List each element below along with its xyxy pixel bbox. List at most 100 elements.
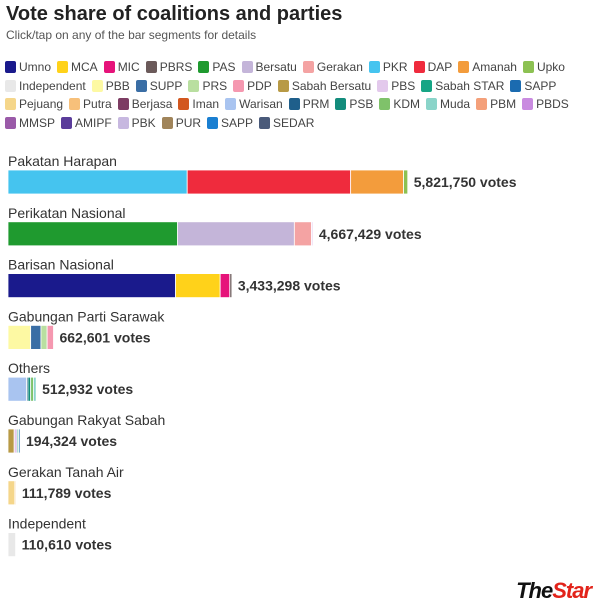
legend-label: PKR (382, 60, 408, 74)
category-label: Others (8, 360, 50, 376)
bar-segment-pdp[interactable] (46, 324, 54, 350)
legend-swatch (161, 116, 173, 129)
legend-swatch (335, 98, 347, 110)
legend-item: MIC (103, 58, 140, 77)
total-votes-label: 110,610 votes (22, 537, 113, 553)
legend-label: Umno (19, 60, 52, 74)
legend-item: Sabah STAR (421, 77, 504, 96)
total-votes-label: 662,601 votes (59, 329, 150, 345)
bar-segment-mic[interactable] (219, 273, 231, 299)
bar-segment-supp[interactable] (30, 324, 42, 350)
legend-item: PDP (233, 77, 272, 96)
legend-label: Gerakan (316, 60, 363, 74)
legend-swatch (57, 61, 69, 73)
legend-swatch (91, 79, 103, 92)
legend-swatch (5, 98, 16, 110)
legend-label: DAP (427, 60, 453, 74)
legend-label: Iman (192, 97, 220, 111)
legend-swatch (277, 79, 289, 92)
bar-segment-pbb[interactable] (7, 324, 32, 350)
category-label: Perikatan Nasional (8, 205, 126, 221)
total-votes-label: 4,667,429 votes (319, 226, 422, 242)
legend-swatch (302, 61, 314, 73)
bar-segment-pas[interactable] (7, 221, 179, 247)
bar-segment-muda[interactable] (33, 376, 37, 402)
legend-item: Putra (69, 95, 112, 114)
legend-label: PBDS (536, 97, 569, 111)
legend-swatch (288, 98, 300, 110)
bar-segment-prs[interactable] (40, 324, 48, 350)
brand-logo-part1: The (516, 578, 553, 603)
legend-item: AMIPF (61, 114, 112, 133)
legend-item: Bersatu (241, 58, 297, 77)
bar-segment-bersatu[interactable] (177, 221, 295, 247)
legend-swatch (259, 116, 271, 129)
bar-segment-dap[interactable] (186, 169, 352, 195)
legend-item: MMSP (5, 114, 55, 133)
bar-segment-umno[interactable] (7, 273, 176, 299)
legend-item: Gerakan (302, 58, 363, 77)
legend-label: SUPP (149, 78, 183, 93)
legend-label: PUR (175, 115, 202, 130)
legend-label: KDM (393, 97, 421, 111)
legend-swatch (198, 61, 210, 73)
bar-segment-independent[interactable] (7, 532, 16, 557)
legend-item: MCA (57, 58, 98, 77)
legend-label: Sabah STAR (435, 78, 505, 93)
legend-swatch (241, 61, 253, 73)
legend-label: Berjasa (131, 97, 173, 111)
legend-swatch (377, 79, 389, 92)
category-label: Pakatan Harapan (8, 153, 117, 169)
total-votes-label: 5,821,750 votes (414, 174, 517, 190)
legend-swatch (413, 61, 425, 73)
bar-segment-mca[interactable] (175, 273, 221, 299)
bar-segment-pbs[interactable] (311, 221, 314, 247)
bar-segment-sapp[interactable] (18, 428, 21, 454)
bar-segment-upko[interactable] (403, 169, 409, 195)
legend-swatch (476, 98, 488, 110)
bar-segment-warisan[interactable] (7, 376, 27, 402)
legend-item: Muda (426, 95, 470, 114)
legend-swatch (207, 116, 219, 129)
legend-swatch (379, 98, 391, 110)
category-label: Barisan Nasional (8, 257, 114, 273)
legend-label: PSB (349, 97, 374, 111)
legend-swatch (421, 79, 433, 92)
bar-segment-pkr[interactable] (7, 169, 188, 195)
legend-label: SEDAR (273, 115, 315, 130)
legend-item: PKR (368, 58, 408, 77)
legend-label: PBB (105, 78, 130, 93)
bar-segment-pbs[interactable] (13, 428, 18, 454)
total-votes-label: 194,324 votes (26, 433, 117, 449)
legend-label: MCA (71, 60, 98, 74)
legend-item: PBK (117, 114, 156, 133)
legend-item: PBS (377, 77, 415, 96)
chart-subtitle: Click/tap on any of the bar segments for… (6, 28, 257, 42)
bar-segment-putra[interactable] (14, 480, 17, 506)
bar-segment-sabah-bersatu[interactable] (7, 428, 15, 454)
legend-label: Sabah Bersatu (291, 78, 372, 93)
legend-swatch (117, 116, 129, 129)
legend-label: PBK (131, 115, 156, 130)
legend-swatch (135, 79, 147, 92)
legend-item: PAS (198, 58, 236, 77)
legend-swatch (522, 98, 534, 110)
legend-swatch (5, 79, 16, 92)
bar-segment-amanah[interactable] (350, 169, 404, 195)
legend-item: PBRS (145, 58, 192, 77)
legend-swatch (522, 61, 534, 73)
bar-segment-psb[interactable] (27, 376, 32, 402)
brand-logo: TheStar (516, 578, 592, 604)
legend-swatch (178, 98, 190, 110)
category-label: Gerakan Tanah Air (8, 464, 124, 480)
bar-segment-gerakan[interactable] (293, 221, 312, 247)
bar-segment-kdm[interactable] (30, 376, 34, 402)
bar-segment-pejuang[interactable] (7, 480, 16, 506)
legend-label: PDP (247, 78, 272, 93)
total-votes-label: 3,433,298 votes (238, 278, 341, 294)
legend-item: PRS (188, 77, 227, 96)
legend-label: PAS (212, 60, 236, 74)
legend-swatch (103, 61, 115, 73)
bar-segment-pbrs[interactable] (229, 273, 233, 299)
